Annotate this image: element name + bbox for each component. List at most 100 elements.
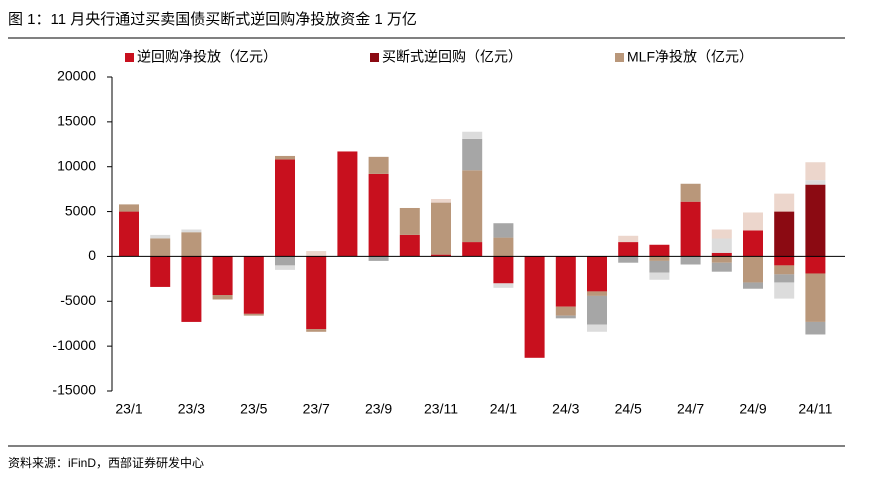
bar — [805, 180, 826, 185]
legend-label: 买断式逆回购（亿元） — [382, 49, 522, 65]
bar — [587, 295, 607, 325]
bar — [774, 193, 795, 212]
legend-label: MLF净投放（亿元） — [627, 49, 753, 65]
legend-swatch — [370, 53, 379, 62]
bar — [774, 274, 795, 283]
bar — [337, 151, 358, 257]
bar — [462, 242, 483, 257]
bar — [275, 265, 295, 270]
bar — [743, 256, 763, 283]
x-tick-label: 24/11 — [798, 401, 832, 417]
bar — [306, 329, 327, 332]
bar — [774, 282, 795, 299]
bar — [150, 234, 171, 239]
bar — [618, 242, 639, 257]
bar — [774, 256, 795, 266]
bar — [680, 256, 701, 265]
y-tick-label: -5000 — [60, 292, 96, 308]
bar — [462, 131, 483, 139]
x-tick-label: 24/3 — [552, 401, 579, 417]
bar — [275, 155, 295, 160]
bar — [649, 256, 670, 261]
bar — [306, 256, 327, 330]
bar — [368, 173, 389, 257]
y-tick-label: 5000 — [65, 202, 96, 218]
bar — [555, 306, 576, 316]
bar — [431, 202, 451, 255]
legend-swatch — [125, 53, 134, 62]
bar — [805, 256, 826, 274]
bar — [711, 256, 732, 263]
source: 资料来源：iFinD，西部证券研发中心 — [8, 455, 204, 470]
bar — [805, 162, 826, 181]
bar — [680, 183, 701, 202]
y-tick-label: -10000 — [52, 337, 96, 353]
bar — [493, 237, 514, 257]
x-tick-label: 23/3 — [178, 401, 205, 417]
bar — [181, 256, 202, 322]
bar — [275, 159, 295, 257]
y-tick-label: 10000 — [57, 157, 96, 173]
bar — [275, 256, 295, 266]
bar — [493, 256, 514, 284]
bar — [774, 265, 795, 275]
bar — [587, 256, 607, 292]
x-tick-label: 24/7 — [677, 401, 704, 417]
bar — [181, 229, 202, 233]
bar — [649, 260, 670, 273]
bar — [743, 212, 763, 231]
bar — [368, 156, 389, 174]
y-tick-label: -15000 — [52, 382, 96, 398]
bar — [368, 256, 389, 261]
x-tick-label: 23/1 — [115, 401, 142, 417]
bar — [431, 199, 451, 203]
bar — [119, 211, 139, 257]
bar — [805, 184, 826, 257]
bar — [399, 207, 420, 235]
bar — [493, 223, 514, 238]
legend-swatch — [615, 53, 624, 62]
bar — [243, 256, 264, 314]
bar — [150, 256, 171, 287]
x-tick-label: 23/5 — [240, 401, 267, 417]
bar — [462, 170, 483, 243]
bar — [711, 238, 732, 253]
bar — [618, 256, 639, 263]
bar — [181, 232, 202, 257]
y-tick-label: 15000 — [57, 113, 96, 129]
bar — [399, 234, 420, 257]
bar — [243, 313, 264, 316]
bar — [524, 256, 545, 358]
chart-title: 图 1：11 月央行通过买卖国债买断式逆回购净投放资金 1 万亿 — [8, 11, 417, 28]
y-tick-label: 0 — [88, 247, 96, 263]
x-tick-label: 23/11 — [424, 401, 458, 417]
bar — [711, 229, 732, 239]
x-tick-label: 24/9 — [739, 401, 766, 417]
x-tick-label: 23/9 — [365, 401, 392, 417]
bar — [212, 256, 233, 296]
bar — [649, 272, 670, 280]
bar — [555, 256, 576, 307]
bar — [711, 262, 732, 272]
x-tick-label: 24/1 — [490, 401, 517, 417]
y-tick-label: 20000 — [57, 68, 96, 84]
bar — [711, 252, 732, 257]
bar — [462, 138, 483, 171]
bar — [649, 244, 670, 257]
bar — [555, 315, 576, 319]
bar — [306, 251, 327, 257]
x-tick-label: 23/7 — [303, 401, 330, 417]
bar — [805, 321, 826, 335]
bar — [618, 235, 639, 243]
bar — [774, 211, 795, 257]
bar — [431, 254, 451, 257]
bar — [150, 238, 171, 257]
bar — [119, 204, 139, 212]
bar — [680, 201, 701, 257]
bar — [587, 291, 607, 296]
bar — [743, 282, 763, 289]
bar — [743, 230, 763, 257]
bar — [587, 324, 607, 332]
bar — [805, 273, 826, 322]
